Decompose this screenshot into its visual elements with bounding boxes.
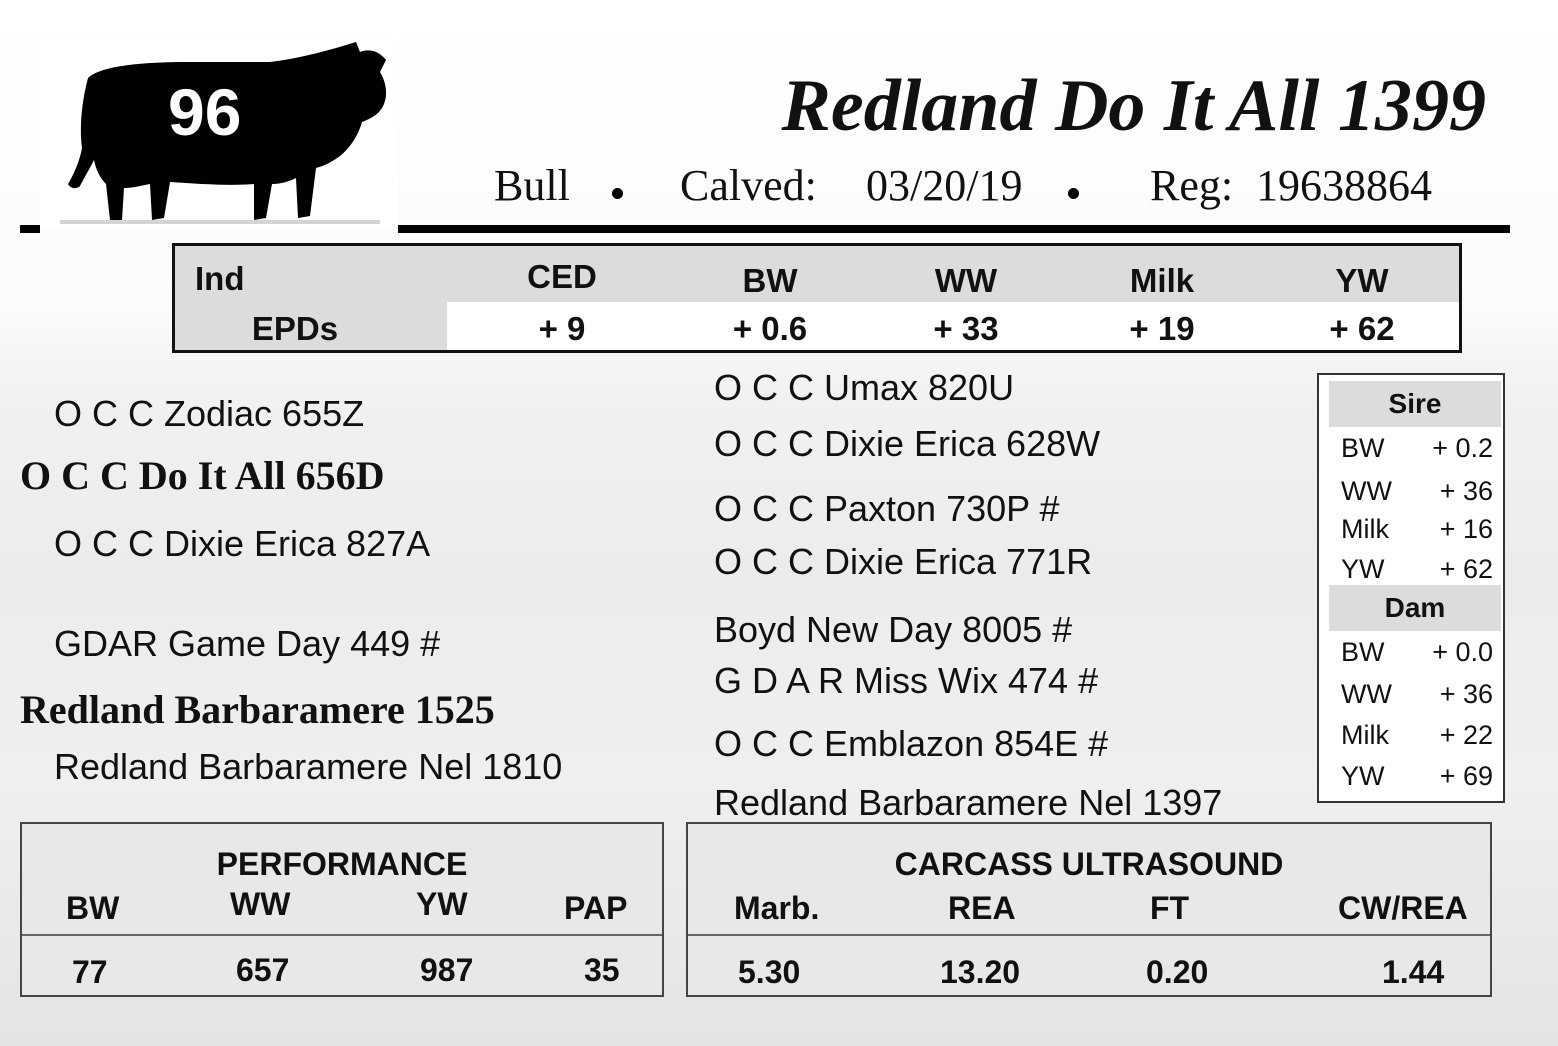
epd-values-band bbox=[447, 302, 1459, 350]
animal-sex: Bull bbox=[494, 161, 570, 210]
performance-header-ww: WW bbox=[230, 886, 291, 922]
pedigree-dam: Redland Barbaramere 1525 bbox=[20, 687, 495, 732]
pedigree-sire-dam: O C C Dixie Erica 827A bbox=[54, 523, 431, 564]
dam-epd-value-bw: + 0.0 bbox=[1432, 637, 1493, 667]
sire-epd-label-ww: WW bbox=[1341, 476, 1392, 506]
epd-value-milk: + 19 bbox=[1129, 310, 1195, 347]
calved-date: 03/20/19 bbox=[866, 161, 1023, 210]
performance-divider bbox=[22, 934, 662, 936]
pedigree-ancestor: O C C Dixie Erica 771R bbox=[714, 541, 1093, 582]
epd-table: Ind EPDs CED BW WW Milk YW + 9 + 0.6 + 3… bbox=[172, 243, 1462, 353]
animal-name-title: Redland Do It All 1399 bbox=[781, 65, 1486, 147]
carcass-header-ft: FT bbox=[1150, 890, 1190, 926]
performance-value-ww: 657 bbox=[236, 952, 290, 988]
carcass-header-cw-rea: CW/REA bbox=[1338, 890, 1468, 926]
sire-epd-label-yw: YW bbox=[1341, 554, 1385, 584]
performance-value-bw: 77 bbox=[72, 954, 108, 990]
sire-epd-heading: Sire bbox=[1329, 381, 1501, 427]
epd-value-yw: + 62 bbox=[1329, 310, 1395, 347]
reg-number: 19638864 bbox=[1256, 161, 1432, 210]
sire-epd-value-yw: + 62 bbox=[1439, 554, 1493, 584]
pedigree-ancestor: G D A R Miss Wix 474 # bbox=[714, 660, 1099, 701]
pedigree-sire: O C C Do It All 656D bbox=[20, 453, 385, 498]
epd-header-bw: BW bbox=[742, 262, 798, 299]
sire-epd-value-bw: + 0.2 bbox=[1432, 433, 1493, 463]
calved-label: Calved: bbox=[680, 161, 817, 210]
carcass-header-marb: Marb. bbox=[734, 890, 820, 926]
reg-label: Reg: bbox=[1150, 161, 1234, 210]
carcass-value-marb: 5.30 bbox=[738, 954, 801, 990]
epd-value-bw: + 0.6 bbox=[732, 310, 808, 347]
logo-box bbox=[40, 38, 398, 230]
separator-dot bbox=[1068, 188, 1079, 199]
performance-header-pap: PAP bbox=[564, 890, 628, 926]
carcass-value-rea: 13.20 bbox=[940, 954, 1021, 990]
dam-epd-label-yw: YW bbox=[1341, 761, 1385, 791]
header-rule bbox=[20, 225, 40, 233]
pedigree-dam-dam: Redland Barbaramere Nel 1810 bbox=[54, 746, 563, 787]
dam-epd-value-yw: + 69 bbox=[1439, 761, 1493, 791]
pedigree-ancestor: O C C Emblazon 854E # bbox=[714, 723, 1109, 764]
bull-silhouette-icon bbox=[60, 42, 387, 224]
dam-epd-heading: Dam bbox=[1329, 585, 1501, 631]
performance-title: PERFORMANCE bbox=[216, 846, 468, 882]
pedigree-ancestor: Redland Barbaramere Nel 1397 bbox=[714, 782, 1223, 823]
pedigree-ancestor: Boyd New Day 8005 # bbox=[714, 609, 1073, 650]
carcass-value-cw-rea: 1.44 bbox=[1382, 954, 1445, 990]
carcass-title: CARCASS ULTRASOUND bbox=[894, 846, 1284, 882]
dam-epd-label-bw: BW bbox=[1341, 637, 1385, 667]
pedigree-ancestor: O C C Umax 820U bbox=[714, 367, 1015, 408]
carcass-value-ft: 0.20 bbox=[1146, 954, 1209, 990]
performance-box: PERFORMANCE BW WW YW PAP 77 657 987 35 bbox=[20, 822, 664, 997]
epd-header-ww: WW bbox=[934, 262, 998, 299]
performance-header-bw: BW bbox=[66, 890, 120, 926]
dam-epd-value-ww: + 36 bbox=[1439, 679, 1493, 709]
epd-row-label-epds: EPDs bbox=[251, 310, 339, 347]
epd-header-yw: YW bbox=[1335, 262, 1389, 299]
sire-epd-value-ww: + 36 bbox=[1439, 476, 1493, 506]
pedigree-ancestor: O C C Dixie Erica 628W bbox=[714, 423, 1101, 464]
separator-dot bbox=[612, 188, 623, 199]
sire-epd-value-milk: + 16 bbox=[1439, 514, 1493, 544]
performance-value-yw: 987 bbox=[420, 952, 474, 988]
performance-value-pap: 35 bbox=[584, 952, 620, 988]
lot-number: 96 bbox=[168, 75, 242, 149]
epd-header-ced: CED bbox=[527, 258, 597, 295]
dam-epd-value-milk: + 22 bbox=[1439, 720, 1493, 750]
carcass-divider bbox=[688, 934, 1490, 936]
carcass-header-rea: REA bbox=[948, 890, 1016, 926]
carcass-ultrasound-box: CARCASS ULTRASOUND Marb. REA FT CW/REA 5… bbox=[686, 822, 1492, 997]
pedigree-ancestor: O C C Paxton 730P # bbox=[714, 488, 1060, 529]
sire-epd-label-milk: Milk bbox=[1341, 514, 1389, 544]
epd-value-ww: + 33 bbox=[933, 310, 999, 347]
header-rule bbox=[398, 225, 1510, 233]
sire-epd-label-bw: BW bbox=[1341, 433, 1385, 463]
dam-epd-label-milk: Milk bbox=[1341, 720, 1389, 750]
performance-header-yw: YW bbox=[416, 886, 468, 922]
dam-epd-label-ww: WW bbox=[1341, 679, 1392, 709]
pedigree-sire-sire: O C C Zodiac 655Z bbox=[54, 393, 365, 434]
epd-row-label-ind: Ind bbox=[195, 260, 245, 297]
epd-header-milk: Milk bbox=[1129, 262, 1195, 299]
pedigree-dam-sire: GDAR Game Day 449 # bbox=[54, 623, 441, 664]
parent-epd-box: Sire BW + 0.2 WW + 36 Milk + 16 YW + 62 … bbox=[1317, 373, 1505, 803]
epd-value-ced: + 9 bbox=[538, 310, 586, 347]
